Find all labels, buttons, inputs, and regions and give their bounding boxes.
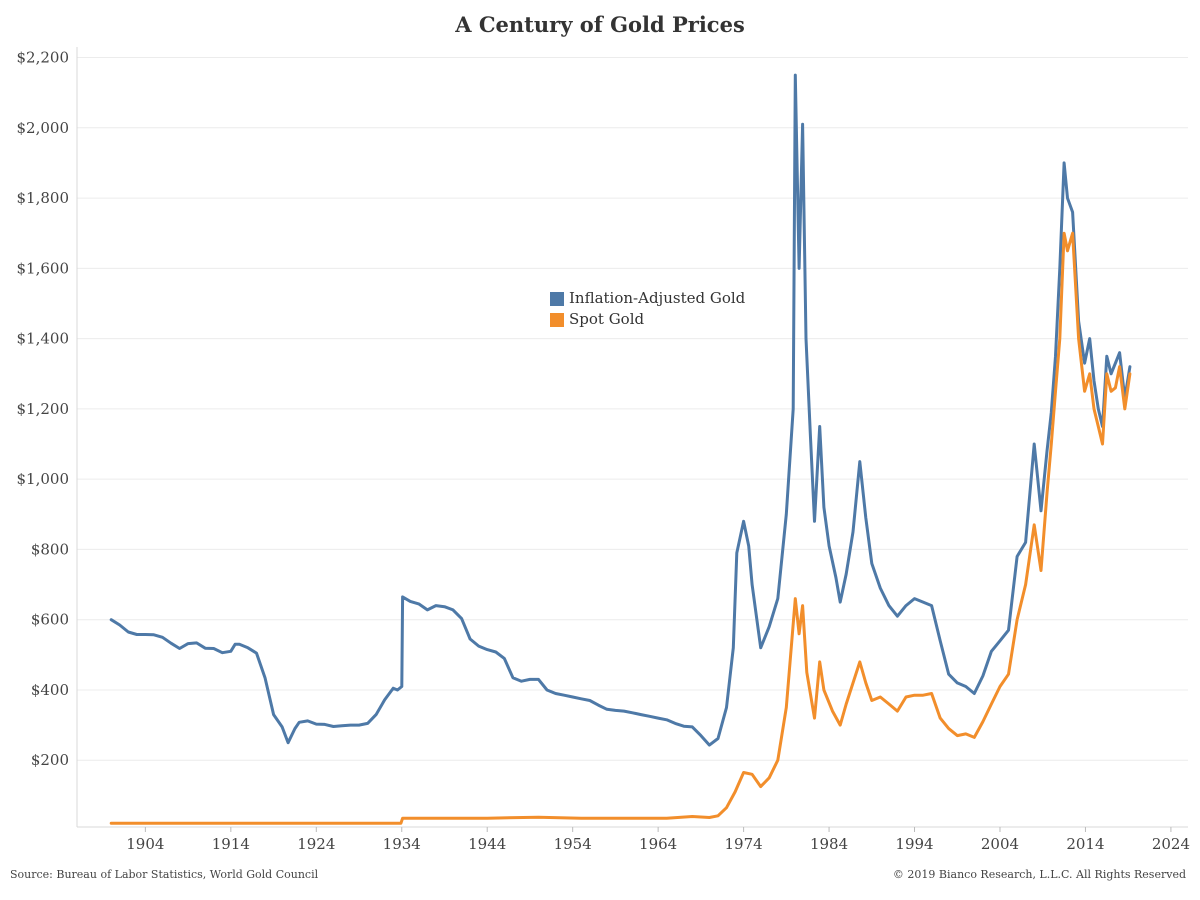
y-tick-label: $1,600	[17, 259, 70, 277]
series-line-spot-gold	[109, 231, 1132, 825]
x-tick-label: 1974	[725, 835, 763, 853]
y-tick-label: $1,200	[17, 400, 70, 418]
chart-legend: Inflation-Adjusted Gold Spot Gold	[550, 288, 745, 330]
legend-label-inflation-adjusted: Inflation-Adjusted Gold	[569, 289, 746, 307]
x-tick-label: 1944	[468, 835, 506, 853]
y-tick-label: $2,000	[17, 119, 70, 137]
x-tick-label: 2014	[1066, 835, 1104, 853]
x-tick-label: 1994	[895, 835, 933, 853]
y-tick-label: $400	[31, 681, 69, 699]
x-tick-label: 1924	[297, 835, 335, 853]
x-tick-label: 1904	[126, 835, 164, 853]
y-tick-label: $2,200	[17, 49, 70, 67]
y-tick-label: $600	[31, 611, 69, 629]
copyright-note: © 2019 Bianco Research, L.L.C. All Right…	[892, 868, 1186, 881]
y-tick-label: $200	[31, 751, 69, 769]
x-tick-label: 1984	[810, 835, 848, 853]
x-tick-label: 2024	[1152, 835, 1190, 853]
chart-title: A Century of Gold Prices	[455, 12, 745, 37]
x-tick-label: 1964	[639, 835, 677, 853]
x-tick-label: 2004	[981, 835, 1019, 853]
y-tick-label: $1,400	[17, 330, 70, 348]
legend-label-spot-gold: Spot Gold	[569, 310, 645, 328]
y-tick-label: $800	[31, 540, 69, 558]
x-tick-label: 1914	[212, 835, 250, 853]
legend-swatch-inflation-adjusted	[550, 291, 564, 306]
legend-item-inflation-adjusted: Inflation-Adjusted Gold	[550, 288, 745, 309]
series-line-inflation-adjusted-gold	[109, 73, 1132, 747]
y-tick-label: $1,800	[17, 189, 70, 207]
legend-item-spot-gold: Spot Gold	[550, 309, 745, 330]
y-tick-label: $1,000	[17, 470, 70, 488]
source-note: Source: Bureau of Labor Statistics, Worl…	[10, 868, 319, 881]
x-tick-label: 1934	[383, 835, 421, 853]
x-tick-label: 1954	[554, 835, 592, 853]
legend-swatch-spot-gold	[550, 312, 564, 327]
